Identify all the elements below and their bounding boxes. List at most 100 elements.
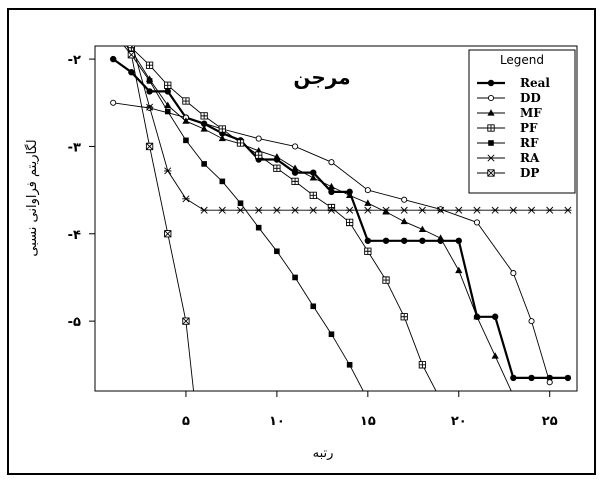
point-ra (345, 206, 354, 214)
point-rf (346, 361, 353, 368)
point-dd (437, 206, 444, 213)
point-dd (364, 187, 371, 194)
point-ra (218, 206, 227, 214)
point-ra (436, 206, 445, 214)
point-dp (145, 142, 154, 151)
point-pf (255, 151, 263, 159)
point-real (128, 69, 135, 76)
legend-box (468, 49, 576, 194)
point-dp (164, 230, 172, 238)
point-real (146, 88, 153, 95)
point-ra (473, 206, 481, 214)
point-mf (200, 125, 208, 132)
point-ra (128, 38, 135, 44)
point-real (528, 374, 535, 382)
point-pf (309, 191, 317, 200)
point-real (564, 374, 572, 382)
legend-item-pf: PF (477, 121, 538, 135)
point-mf (436, 234, 445, 241)
point-rf (310, 303, 317, 310)
series-pf (127, 46, 437, 391)
legend-label-real: Real (520, 76, 550, 90)
point-ra (327, 206, 336, 214)
point-pf (145, 61, 154, 69)
point-real (328, 188, 335, 196)
point-mf (218, 134, 226, 142)
legend-label-dd: DD (520, 91, 541, 105)
x-tick-label: ۲۵ (542, 414, 558, 429)
point-ra (145, 103, 154, 111)
point-rf (201, 161, 207, 167)
point-mf (110, 29, 117, 35)
point-rf (219, 178, 226, 185)
series-line-pf (128, 46, 437, 391)
legend-item-rf: RF (477, 136, 539, 150)
point-mf (327, 182, 336, 190)
point-ra (254, 206, 263, 214)
point-dd (473, 219, 481, 226)
point-ra (182, 195, 190, 203)
point-pf (273, 164, 281, 172)
point-rf (237, 200, 244, 207)
point-mf (291, 164, 299, 171)
point-ra (164, 167, 172, 175)
point-mf (400, 217, 408, 225)
legend-item-ra: RA (477, 151, 540, 165)
point-real (401, 237, 408, 244)
plot-clip-group (109, 29, 572, 403)
legend-label-ra: RA (520, 151, 540, 165)
point-rf (255, 224, 262, 231)
y-tick-label: -۴ (68, 228, 81, 243)
point-ra (491, 206, 499, 214)
point-rf (328, 331, 335, 338)
plot-area-border (94, 45, 578, 392)
series-dp (126, 46, 195, 391)
series-dd (110, 99, 553, 386)
point-mf (382, 208, 390, 215)
point-mf (455, 266, 463, 274)
axes-layer: ۵ ۱۰ ۱۵ ۲۰ ۲۵ -۲ -۳ -۴ -۵ (68, 53, 558, 429)
point-mf (473, 312, 481, 320)
legend-item-mf: MF (477, 106, 542, 120)
point-ra (400, 206, 408, 214)
point-dd (546, 379, 553, 386)
y-tick-label: -۳ (68, 140, 81, 155)
point-ra (418, 206, 427, 214)
point-dd (110, 99, 117, 106)
point-dp (127, 51, 136, 59)
point-ra (236, 206, 245, 214)
legend-marker-real (487, 79, 495, 87)
legend-marker-ra (487, 154, 495, 162)
point-pf (218, 125, 226, 133)
x-tick-label: ۵ (182, 414, 190, 429)
point-real (455, 237, 462, 244)
point-real (310, 169, 317, 176)
point-mf (364, 199, 372, 206)
point-rf (365, 397, 371, 403)
legend-marker-mf (487, 109, 495, 116)
point-ra (309, 206, 317, 214)
point-ra (200, 206, 208, 214)
point-mf (510, 392, 517, 398)
series-layer (109, 29, 572, 403)
point-pf (345, 218, 354, 227)
chart-title: مرجن (293, 65, 350, 89)
legend-item-real: Real (477, 76, 550, 90)
legend-label-dp: DP (520, 166, 539, 180)
point-mf (309, 174, 317, 181)
point-mf (491, 352, 499, 359)
x-tick-label: ۲۰ (451, 414, 467, 429)
point-pf (200, 112, 208, 120)
point-pf (236, 139, 245, 147)
point-mf (164, 101, 172, 108)
point-real (164, 88, 171, 95)
point-dd (528, 318, 535, 325)
point-pf (418, 361, 427, 369)
point-dd (510, 270, 517, 277)
point-real (510, 374, 517, 382)
point-rf (274, 248, 280, 255)
point-dp (182, 317, 190, 325)
point-real (419, 237, 426, 244)
point-real (291, 169, 299, 176)
